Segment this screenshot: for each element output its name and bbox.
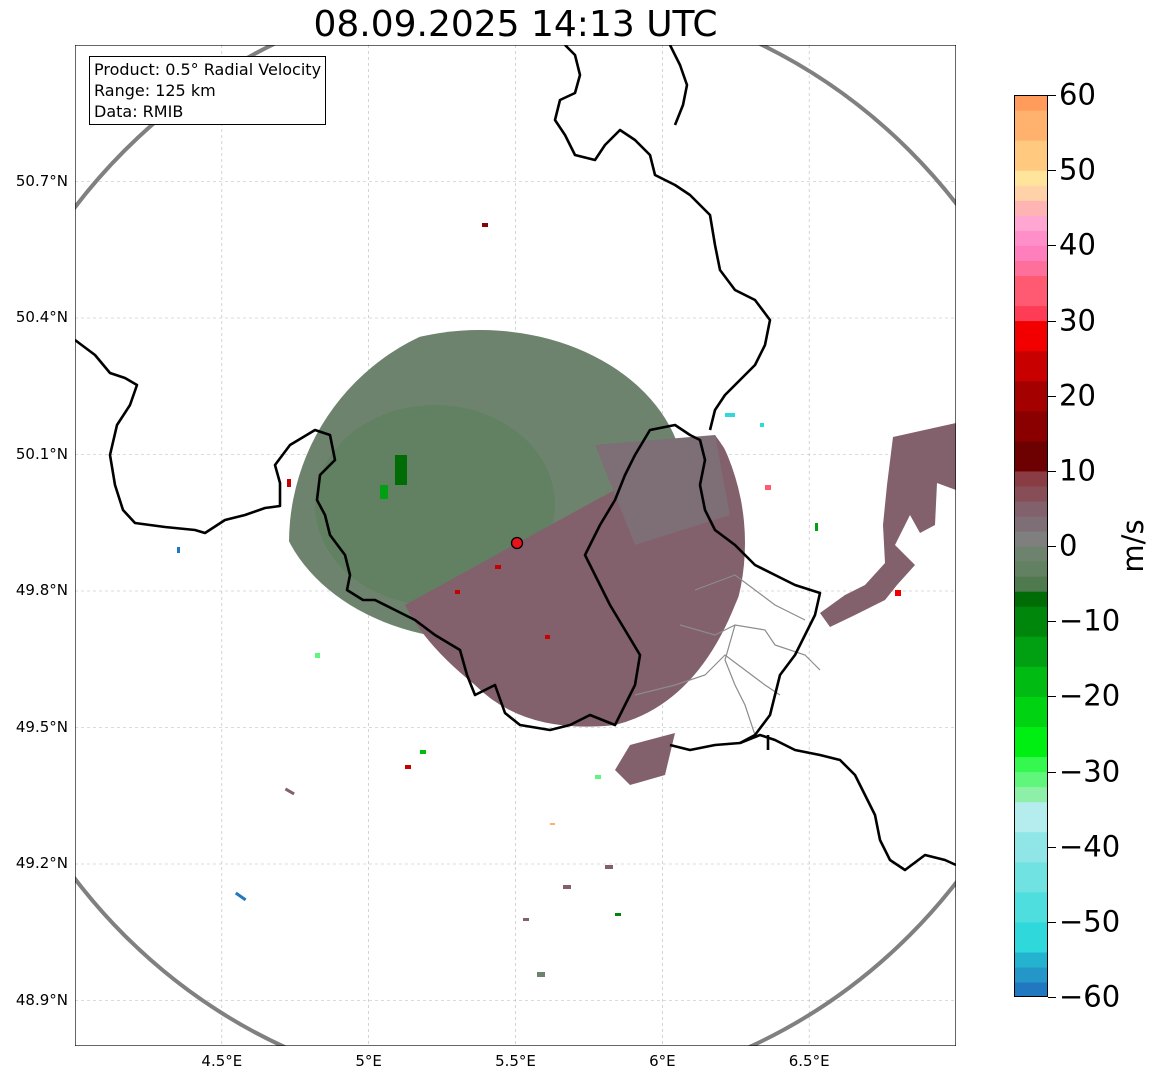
- colorbar-tick-label: −10: [1059, 603, 1121, 638]
- lon-tick-label: 4.5°E: [201, 1052, 243, 1070]
- lat-tick-label: 50.1°N: [15, 444, 68, 463]
- colorbar-tick-label: −20: [1059, 678, 1121, 713]
- colorbar-band: [1014, 260, 1048, 276]
- colorbar-tick-label: 0: [1059, 528, 1078, 563]
- echo-east-band: [820, 423, 956, 627]
- data-source-label: Data: RMIB: [94, 102, 184, 121]
- colorbar-tick-mark: [1048, 320, 1056, 322]
- lon-tick-label: 6.5°E: [788, 1052, 830, 1070]
- colorbar-band: [1014, 591, 1048, 607]
- colorbar-band: [1014, 230, 1048, 246]
- lon-tick-label: 5.5°E: [495, 1052, 536, 1070]
- colorbar-frame: [1014, 95, 1048, 997]
- colorbar-tick-mark: [1048, 997, 1056, 998]
- colorbar-band: [1014, 726, 1048, 758]
- colorbar-band: [1014, 966, 1048, 983]
- colorbar-band: [1014, 530, 1048, 547]
- radar-map: [75, 45, 956, 1046]
- colorbar-band: [1014, 470, 1048, 487]
- colorbar-band: [1014, 380, 1048, 412]
- colorbar-band: [1014, 951, 1048, 968]
- colorbar-tick-mark: [1048, 245, 1056, 247]
- colorbar-band: [1014, 546, 1048, 562]
- colorbar-band: [1014, 350, 1048, 382]
- country-borders: [75, 45, 956, 872]
- colorbar-band: [1014, 981, 1048, 997]
- colorbar-band: [1014, 801, 1048, 833]
- colorbar-tick-mark: [1048, 170, 1056, 172]
- region-borders: [634, 574, 821, 736]
- colorbar-tick-label: 20: [1059, 378, 1096, 413]
- colorbar-band: [1014, 606, 1048, 637]
- colorbar-band: [1014, 666, 1048, 697]
- colorbar-band: [1014, 95, 1048, 111]
- velocity-echoes: [289, 330, 745, 727]
- colorbar-band: [1014, 786, 1048, 803]
- lat-tick-label: 50.7°N: [15, 171, 68, 190]
- colorbar-tick-label: 40: [1059, 227, 1096, 262]
- echo-south-patch: [615, 733, 675, 785]
- colorbar-tick-mark: [1048, 846, 1056, 848]
- colorbar-band: [1014, 576, 1048, 592]
- colorbar-band: [1014, 756, 1048, 773]
- velocity-colorbar: [1014, 95, 1048, 997]
- colorbar-band: [1014, 771, 1048, 788]
- colorbar-tick-label: −30: [1059, 754, 1121, 788]
- colorbar-band: [1014, 410, 1048, 442]
- lon-tick-label: 5°E: [355, 1052, 382, 1070]
- colorbar-tick-label: 60: [1059, 77, 1096, 112]
- colorbar-tick-mark: [1048, 395, 1056, 397]
- colorbar-tick-mark: [1048, 95, 1056, 96]
- colorbar-tick-label: 30: [1059, 303, 1096, 337]
- scattered-echoes: [177, 223, 901, 977]
- colorbar-tick-mark: [1048, 470, 1056, 472]
- colorbar-band: [1014, 305, 1048, 322]
- colorbar-tick-label: −40: [1059, 829, 1121, 864]
- colorbar-tick-label: −60: [1059, 979, 1121, 1014]
- colorbar-tick-mark: [1048, 921, 1056, 923]
- colorbar-band: [1014, 275, 1048, 307]
- colorbar-band: [1014, 140, 1048, 171]
- map-title: 08.09.2025 14:13 UTC: [313, 4, 718, 45]
- colorbar-band: [1014, 200, 1048, 216]
- colorbar-band: [1014, 170, 1048, 186]
- colorbar-tick-label: 10: [1059, 453, 1096, 488]
- lat-tick-label: 49.2°N: [15, 854, 68, 872]
- lat-tick-label: 50.4°N: [15, 308, 68, 326]
- colorbar-band: [1014, 831, 1048, 863]
- colorbar-tick-mark: [1048, 546, 1056, 547]
- colorbar-band: [1014, 500, 1048, 517]
- lat-tick-label: 49.5°N: [15, 717, 68, 736]
- colorbar-band: [1014, 215, 1048, 231]
- echo-approaching-core: [315, 405, 555, 605]
- colorbar-band: [1014, 320, 1048, 352]
- colorbar-band: [1014, 921, 1048, 953]
- colorbar-band: [1014, 696, 1048, 727]
- colorbar-band: [1014, 515, 1048, 532]
- colorbar-band: [1014, 485, 1048, 502]
- colorbar-unit-label: m/s: [1116, 519, 1150, 573]
- radar-site-marker: [510, 536, 524, 550]
- colorbar-band: [1014, 561, 1048, 577]
- colorbar-band: [1014, 440, 1048, 472]
- lat-tick-label: 49.8°N: [15, 581, 68, 599]
- colorbar-band: [1014, 245, 1048, 261]
- colorbar-tick-mark: [1048, 771, 1056, 773]
- range-label: Range: 125 km: [94, 81, 216, 100]
- colorbar-band: [1014, 861, 1048, 893]
- colorbar-band: [1014, 110, 1048, 141]
- lat-tick-label: 48.9°N: [15, 990, 68, 1009]
- echo-receding-north: [595, 435, 730, 545]
- colorbar-band: [1014, 891, 1048, 923]
- colorbar-tick-label: −50: [1059, 904, 1121, 939]
- product-info-box: Product: 0.5° Radial Velocity Range: 125…: [89, 56, 327, 125]
- colorbar-band: [1014, 185, 1048, 201]
- colorbar-tick-label: 50: [1059, 152, 1096, 187]
- colorbar-tick-mark: [1048, 696, 1056, 698]
- colorbar-tick-mark: [1048, 621, 1056, 623]
- colorbar-band: [1014, 636, 1048, 667]
- product-label: Product: 0.5° Radial Velocity: [94, 60, 322, 79]
- lon-tick-label: 6°E: [649, 1052, 676, 1070]
